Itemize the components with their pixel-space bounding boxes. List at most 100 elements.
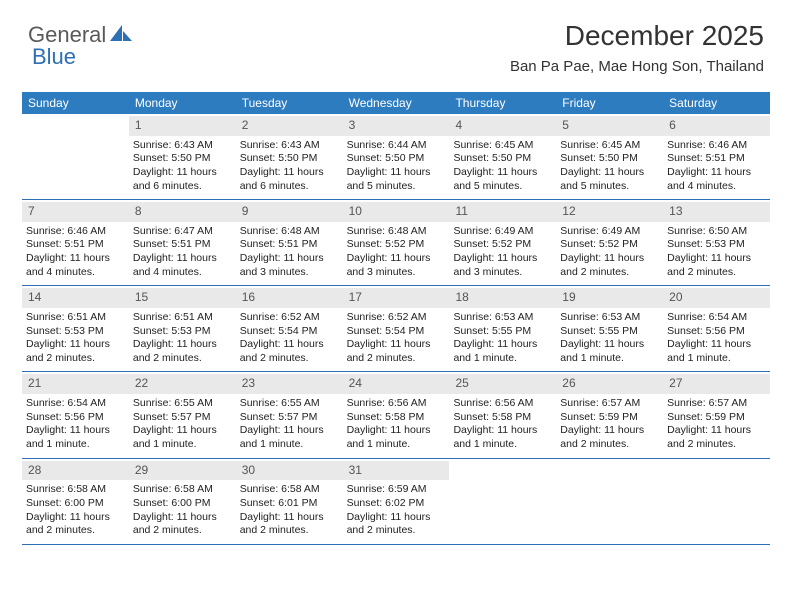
day-number: 8 [129, 202, 236, 222]
week-row: 21Sunrise: 6:54 AMSunset: 5:56 PMDayligh… [22, 372, 770, 458]
week-row: 14Sunrise: 6:51 AMSunset: 5:53 PMDayligh… [22, 286, 770, 372]
daylight-line: Daylight: 11 hours and 1 minute. [667, 338, 766, 365]
sunset-line: Sunset: 5:50 PM [347, 152, 446, 166]
dow-monday: Monday [129, 92, 236, 114]
day-number: 3 [343, 116, 450, 136]
sunset-line: Sunset: 5:56 PM [667, 325, 766, 339]
sunset-line: Sunset: 5:52 PM [453, 238, 552, 252]
day-body: Sunrise: 6:56 AMSunset: 5:58 PMDaylight:… [347, 397, 446, 452]
daylight-line: Daylight: 11 hours and 1 minute. [453, 338, 552, 365]
sunrise-line: Sunrise: 6:56 AM [347, 397, 446, 411]
sunset-line: Sunset: 5:54 PM [240, 325, 339, 339]
day-cell: 16Sunrise: 6:52 AMSunset: 5:54 PMDayligh… [236, 286, 343, 371]
sunset-line: Sunset: 5:51 PM [26, 238, 125, 252]
calendar-grid: Sunday Monday Tuesday Wednesday Thursday… [22, 92, 770, 545]
sunrise-line: Sunrise: 6:53 AM [560, 311, 659, 325]
day-number: 7 [22, 202, 129, 222]
daylight-line: Daylight: 11 hours and 2 minutes. [347, 511, 446, 538]
day-number: 18 [449, 288, 556, 308]
day-number: 21 [22, 374, 129, 394]
day-cell [556, 459, 663, 544]
sunset-line: Sunset: 5:52 PM [347, 238, 446, 252]
day-body: Sunrise: 6:45 AMSunset: 5:50 PMDaylight:… [453, 139, 552, 194]
day-number: 13 [663, 202, 770, 222]
brand-part2-wrap: Blue [32, 44, 76, 70]
day-number: 28 [22, 461, 129, 481]
sunrise-line: Sunrise: 6:59 AM [347, 483, 446, 497]
sunset-line: Sunset: 5:55 PM [560, 325, 659, 339]
brand-sail-icon [110, 23, 132, 48]
day-number: 1 [129, 116, 236, 136]
dow-thursday: Thursday [449, 92, 556, 114]
sunset-line: Sunset: 5:55 PM [453, 325, 552, 339]
daylight-line: Daylight: 11 hours and 4 minutes. [667, 166, 766, 193]
sunrise-line: Sunrise: 6:51 AM [26, 311, 125, 325]
daylight-line: Daylight: 11 hours and 4 minutes. [133, 252, 232, 279]
daylight-line: Daylight: 11 hours and 2 minutes. [26, 511, 125, 538]
sunrise-line: Sunrise: 6:44 AM [347, 139, 446, 153]
day-cell: 27 Sunrise: 6:57 AMSunset: 5:59 PMDayligh… [663, 372, 770, 457]
sunset-line: Sunset: 5:59 PM [667, 411, 766, 425]
daylight-line: Daylight: 11 hours and 1 minute. [453, 424, 552, 451]
week-row: 28Sunrise: 6:58 AMSunset: 6:00 PMDayligh… [22, 459, 770, 545]
day-body: Sunrise: 6:46 AMSunset: 5:51 PMDaylight:… [26, 225, 125, 280]
daylight-line: Daylight: 11 hours and 3 minutes. [453, 252, 552, 279]
day-cell: 26Sunrise: 6:57 AMSunset: 5:59 PMDayligh… [556, 372, 663, 457]
day-number: 10 [343, 202, 450, 222]
sunset-line: Sunset: 5:57 PM [240, 411, 339, 425]
sunrise-line: Sunrise: 6:47 AM [133, 225, 232, 239]
day-cell: 21Sunrise: 6:54 AMSunset: 5:56 PMDayligh… [22, 372, 129, 457]
day-number: 27 [663, 374, 770, 394]
day-cell: 1Sunrise: 6:43 AMSunset: 5:50 PMDaylight… [129, 114, 236, 199]
day-number: 24 [343, 374, 450, 394]
sunrise-line: Sunrise: 6:48 AM [240, 225, 339, 239]
day-body: Sunrise: 6:57 AMSunset: 5:59 PMDaylight:… [667, 397, 766, 452]
day-cell: 12 Sunrise: 6:49 AMSunset: 5:52 PMDayligh… [556, 200, 663, 285]
day-cell [22, 114, 129, 199]
day-cell: 2Sunrise: 6:43 AMSunset: 5:50 PMDaylight… [236, 114, 343, 199]
day-cell: 17Sunrise: 6:52 AMSunset: 5:54 PMDayligh… [343, 286, 450, 371]
sunrise-line: Sunrise: 6:50 AM [667, 225, 766, 239]
sunset-line: Sunset: 5:51 PM [240, 238, 339, 252]
daylight-line: Daylight: 11 hours and 2 minutes. [133, 338, 232, 365]
sunrise-line: Sunrise: 6:43 AM [133, 139, 232, 153]
day-body: Sunrise: 6:49 AMSunset: 5:52 PMDaylight:… [453, 225, 552, 280]
sunset-line: Sunset: 5:59 PM [560, 411, 659, 425]
sunrise-line: Sunrise: 6:45 AM [453, 139, 552, 153]
day-number: 11 [449, 202, 556, 222]
day-cell: 22Sunrise: 6:55 AMSunset: 5:57 PMDayligh… [129, 372, 236, 457]
daylight-line: Daylight: 11 hours and 1 minute. [240, 424, 339, 451]
sunrise-line: Sunrise: 6:54 AM [26, 397, 125, 411]
day-number: 31 [343, 461, 450, 481]
page-title: December 2025 [510, 20, 764, 52]
day-body: Sunrise: 6:43 AMSunset: 5:50 PMDaylight:… [240, 139, 339, 194]
day-number: 15 [129, 288, 236, 308]
sunrise-line: Sunrise: 6:49 AM [453, 225, 552, 239]
daylight-line: Daylight: 11 hours and 2 minutes. [560, 424, 659, 451]
sunrise-line: Sunrise: 6:58 AM [26, 483, 125, 497]
sunrise-line: Sunrise: 6:45 AM [560, 139, 659, 153]
day-body: Sunrise: 6:58 AMSunset: 6:00 PMDaylight:… [26, 483, 125, 538]
day-cell: 6Sunrise: 6:46 AMSunset: 5:51 PMDaylight… [663, 114, 770, 199]
day-number: 5 [556, 116, 663, 136]
day-body: Sunrise: 6:45 AMSunset: 5:50 PMDaylight:… [560, 139, 659, 194]
weeks-container: 1Sunrise: 6:43 AMSunset: 5:50 PMDaylight… [22, 114, 770, 545]
day-body: Sunrise: 6:58 AMSunset: 6:01 PMDaylight:… [240, 483, 339, 538]
day-number: 9 [236, 202, 343, 222]
day-cell: 4Sunrise: 6:45 AMSunset: 5:50 PMDaylight… [449, 114, 556, 199]
day-body: Sunrise: 6:52 AMSunset: 5:54 PMDaylight:… [347, 311, 446, 366]
daylight-line: Daylight: 11 hours and 2 minutes. [667, 252, 766, 279]
day-body: Sunrise: 6:44 AMSunset: 5:50 PMDaylight:… [347, 139, 446, 194]
sunset-line: Sunset: 5:53 PM [667, 238, 766, 252]
day-body: Sunrise: 6:47 AMSunset: 5:51 PMDaylight:… [133, 225, 232, 280]
dow-sunday: Sunday [22, 92, 129, 114]
day-cell: 15Sunrise: 6:51 AMSunset: 5:53 PMDayligh… [129, 286, 236, 371]
daylight-line: Daylight: 11 hours and 2 minutes. [667, 424, 766, 451]
day-body: Sunrise: 6:51 AMSunset: 5:53 PMDaylight:… [26, 311, 125, 366]
day-number: 12 [556, 202, 663, 222]
sunset-line: Sunset: 6:00 PM [133, 497, 232, 511]
sunrise-line: Sunrise: 6:46 AM [26, 225, 125, 239]
week-row: 1Sunrise: 6:43 AMSunset: 5:50 PMDaylight… [22, 114, 770, 200]
dow-tuesday: Tuesday [236, 92, 343, 114]
day-body: Sunrise: 6:49 AMSunset: 5:52 PMDaylight:… [560, 225, 659, 280]
